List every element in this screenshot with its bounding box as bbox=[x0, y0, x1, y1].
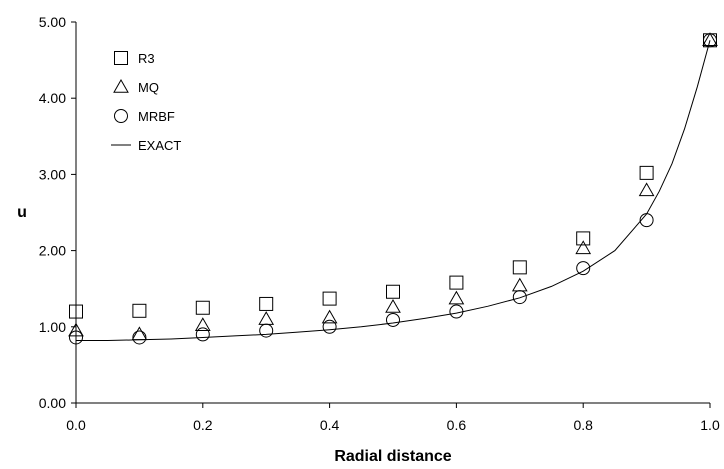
mq-point bbox=[638, 182, 655, 197]
axes bbox=[75, 22, 710, 404]
x-tick-label: 1.0 bbox=[700, 417, 720, 433]
mrbf-point bbox=[386, 312, 400, 327]
x-axis-title: Radial distance bbox=[334, 448, 451, 465]
mq-point bbox=[68, 322, 84, 337]
r3-point bbox=[69, 304, 83, 319]
x-tick-label: 0.6 bbox=[447, 417, 467, 433]
r3-point bbox=[386, 284, 400, 299]
y-tick-label: 1.00 bbox=[39, 319, 66, 335]
mrbf-point bbox=[69, 330, 83, 345]
r3-point bbox=[195, 300, 210, 315]
mrbf-point bbox=[703, 33, 717, 48]
r3-point bbox=[259, 296, 274, 311]
mrbf-point bbox=[195, 327, 210, 342]
x-tick-label: 0.2 bbox=[193, 417, 213, 433]
mq-point bbox=[448, 290, 465, 305]
mrbf-point bbox=[639, 213, 654, 228]
r3-point bbox=[512, 260, 527, 275]
legend-label: R3 bbox=[138, 51, 155, 66]
legend-label: EXACT bbox=[138, 138, 181, 153]
mrbf-point bbox=[322, 319, 337, 334]
r3-point bbox=[576, 231, 591, 246]
y-tick-label: 5.00 bbox=[39, 14, 66, 30]
r3-point bbox=[449, 275, 464, 290]
r3-point bbox=[639, 165, 654, 180]
exact-series-line bbox=[76, 40, 711, 341]
mq-point bbox=[258, 311, 275, 325]
marker-series bbox=[68, 32, 718, 345]
mq-point bbox=[511, 277, 528, 292]
mrbf-point bbox=[132, 330, 147, 345]
legend-square-symbol bbox=[114, 51, 128, 65]
legend-label: MRBF bbox=[138, 109, 175, 124]
mq-point bbox=[194, 317, 211, 332]
mq-point bbox=[321, 309, 338, 324]
mq-point bbox=[385, 298, 401, 313]
exact-line-series bbox=[76, 40, 711, 341]
x-tick-label: 0.8 bbox=[573, 417, 593, 433]
mrbf-point bbox=[576, 261, 591, 276]
y-tick-label: 3.00 bbox=[39, 166, 66, 182]
x-tick-label: 0.0 bbox=[66, 417, 86, 433]
mrbf-point bbox=[449, 304, 464, 319]
y-axis-title: u bbox=[17, 204, 27, 221]
legend-circle-symbol bbox=[114, 109, 128, 123]
legend-triangle-symbol bbox=[113, 78, 129, 93]
tick-marks: 0.0 0.2 0.4 0.6 0.8 1.0 0.00 1.00 2.00 3.00 4.00 5.… bbox=[39, 14, 720, 433]
r3-point bbox=[132, 303, 147, 318]
mrbf-point bbox=[259, 323, 274, 338]
mq-point bbox=[575, 240, 592, 255]
legend: R3 MQ MRBF EXACT bbox=[111, 51, 181, 153]
y-tick-label: 2.00 bbox=[39, 243, 66, 259]
r3-point bbox=[322, 291, 337, 306]
y-tick-label: 0.00 bbox=[39, 395, 66, 411]
legend-label: MQ bbox=[138, 80, 159, 95]
x-tick-label: 0.4 bbox=[320, 417, 340, 433]
mrbf-point bbox=[512, 290, 527, 305]
mq-point bbox=[702, 32, 718, 47]
mq-point bbox=[131, 326, 148, 341]
y-tick-label: 4.00 bbox=[39, 90, 66, 106]
